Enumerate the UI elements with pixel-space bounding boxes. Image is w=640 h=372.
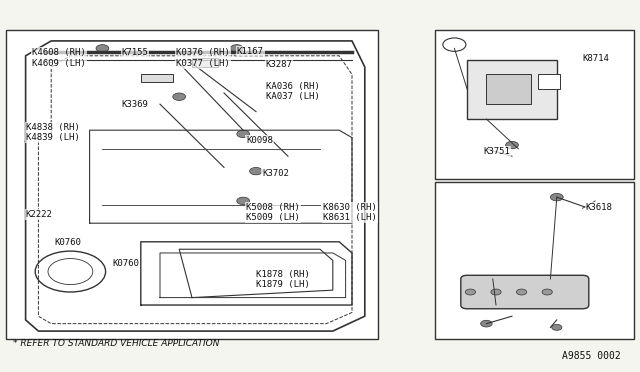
FancyBboxPatch shape xyxy=(435,30,634,179)
Circle shape xyxy=(250,167,262,175)
Bar xyxy=(486,74,531,104)
Text: K8714: K8714 xyxy=(582,54,609,63)
Circle shape xyxy=(96,45,109,52)
FancyBboxPatch shape xyxy=(435,182,634,339)
Circle shape xyxy=(237,197,250,205)
Text: K1878 (RH)
K1879 (LH): K1878 (RH) K1879 (LH) xyxy=(256,270,310,289)
Bar xyxy=(538,74,560,89)
Text: K3751: K3751 xyxy=(483,147,510,156)
Circle shape xyxy=(237,130,250,138)
Circle shape xyxy=(465,289,476,295)
Text: * REFER TO STANDARD VEHICLE APPLICATION: * REFER TO STANDARD VEHICLE APPLICATION xyxy=(13,339,220,348)
Text: K0760: K0760 xyxy=(112,259,139,267)
Bar xyxy=(192,58,218,67)
Text: K3369: K3369 xyxy=(122,100,148,109)
Text: KA036 (RH)
KA037 (LH): KA036 (RH) KA037 (LH) xyxy=(266,82,319,101)
Text: K7155: K7155 xyxy=(122,48,148,57)
Text: K2222: K2222 xyxy=(26,210,52,219)
Text: K4838 (RH)
K4839 (LH): K4838 (RH) K4839 (LH) xyxy=(26,123,79,142)
Circle shape xyxy=(550,193,563,201)
Text: K3287: K3287 xyxy=(266,60,292,68)
Text: K4608 (RH)
K4609 (LH): K4608 (RH) K4609 (LH) xyxy=(32,48,86,68)
Text: K1167: K1167 xyxy=(237,46,264,55)
Circle shape xyxy=(542,289,552,295)
Text: K8630 (RH)
K8631 (LH): K8630 (RH) K8631 (LH) xyxy=(323,203,377,222)
Circle shape xyxy=(506,141,518,149)
Circle shape xyxy=(173,93,186,100)
Bar xyxy=(467,60,557,119)
Text: A9855 0002: A9855 0002 xyxy=(562,351,621,361)
FancyBboxPatch shape xyxy=(6,30,378,339)
Circle shape xyxy=(481,320,492,327)
Bar xyxy=(141,74,173,82)
Text: K0376 (RH)
K0377 (LH): K0376 (RH) K0377 (LH) xyxy=(176,48,230,68)
Text: K0760: K0760 xyxy=(54,238,81,247)
Circle shape xyxy=(491,289,501,295)
Circle shape xyxy=(516,289,527,295)
Text: K5008 (RH)
K5009 (LH): K5008 (RH) K5009 (LH) xyxy=(246,203,300,222)
FancyBboxPatch shape xyxy=(461,275,589,309)
Circle shape xyxy=(552,324,562,330)
Text: K3618: K3618 xyxy=(586,203,612,212)
Text: K0098: K0098 xyxy=(246,136,273,145)
Text: K3702: K3702 xyxy=(262,169,289,178)
Circle shape xyxy=(230,45,243,52)
